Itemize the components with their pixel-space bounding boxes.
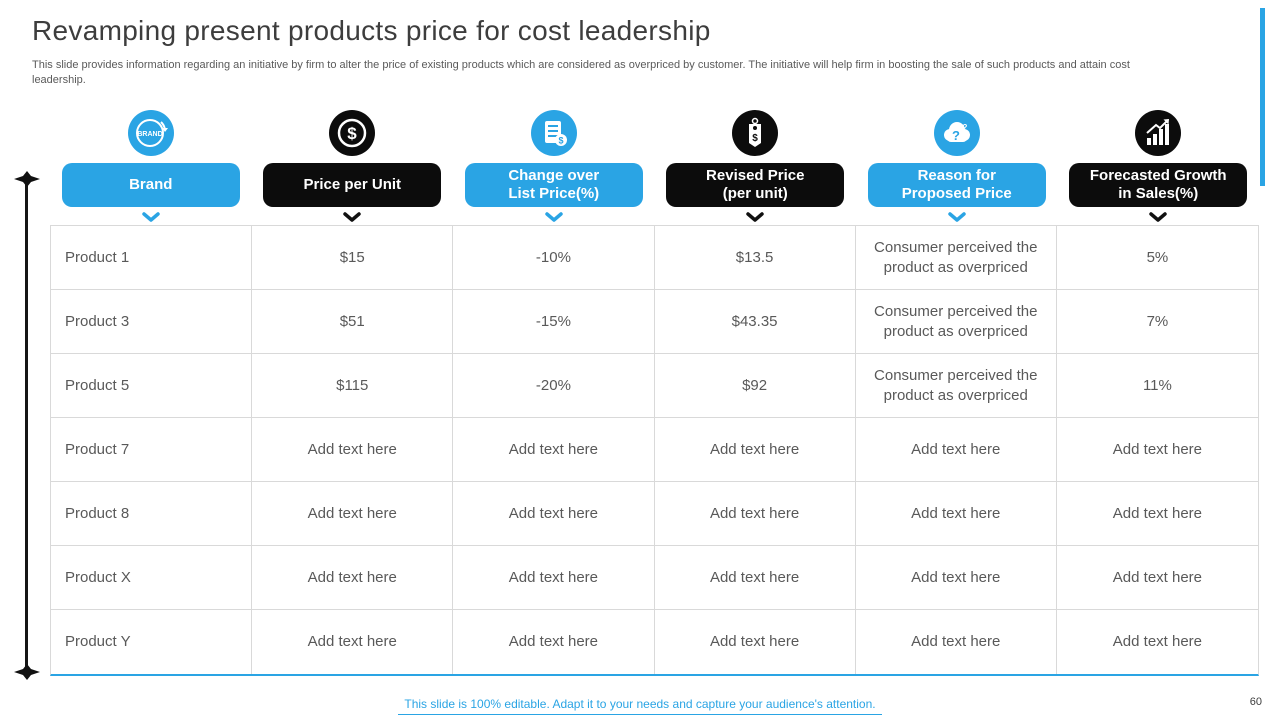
column-pill: Change over List Price(%) (464, 163, 643, 207)
chevron-down-icon (342, 212, 362, 224)
column-label: Price per Unit (303, 176, 402, 194)
svg-text:$: $ (348, 124, 358, 143)
table-cell-placeholder: Add text here (1056, 418, 1258, 482)
axis-diamond-bottom-icon (14, 664, 40, 680)
table-cell: -10% (453, 226, 655, 290)
chevron-down-icon (947, 212, 967, 224)
table-cell: 5% (1056, 226, 1258, 290)
footer-note: This slide is 100% editable. Adapt it to… (398, 697, 882, 715)
growth-chart-icon (1135, 110, 1182, 156)
table-cell-placeholder: Add text here (1112, 633, 1203, 651)
table-cell-placeholder: Add text here (1056, 482, 1258, 546)
table-cell: Consumer perceived the product as overpr… (855, 354, 1057, 418)
column-pill: Forecasted Growth in Sales(%) (1069, 163, 1248, 207)
table-cell-placeholder: Add text here (252, 546, 454, 610)
table-cell: $13.5 (654, 226, 856, 290)
table-cell-placeholder: Add text here (855, 418, 1057, 482)
column-label: Revised Price (per unit) (706, 167, 805, 202)
svg-text:$: $ (558, 136, 563, 146)
svg-text:BRAND: BRAND (137, 131, 162, 138)
column-header-brand: BRAND Brand (50, 110, 252, 224)
slide-subtitle: This slide provides information regardin… (32, 59, 1130, 86)
table-cell-placeholder: Add text here (654, 482, 856, 546)
table-cell-placeholder: Add text here (252, 482, 454, 546)
table-cell-placeholder: Add text here (855, 482, 1057, 546)
svg-text:$: $ (752, 133, 758, 144)
chevron-down-icon (1148, 212, 1168, 224)
table-cell-placeholder: Add text here (453, 546, 655, 610)
column-header-change-over-list-price: $ Change over List Price(%) (453, 110, 655, 224)
table-cell: Consumer perceived the product as overpr… (855, 290, 1057, 354)
svg-text:?: ? (962, 123, 967, 132)
table-cell: $115 (252, 354, 454, 418)
table-cell-placeholder: Add text here (252, 418, 454, 482)
table-cell: -15% (453, 290, 655, 354)
chevron-down-icon (745, 212, 765, 224)
table-cell-brand: Product X (51, 546, 253, 610)
table-cell: 11% (1056, 354, 1258, 418)
table-cell: Consumer perceived the product as overpr… (855, 226, 1057, 290)
column-label: Reason for Proposed Price (901, 167, 1012, 202)
table-cell-placeholder: Add text here (655, 610, 856, 674)
idea-cloud-icon: ? ? (933, 110, 980, 156)
column-label: Forecasted Growth in Sales(%) (1089, 167, 1227, 202)
column-label: Brand (129, 176, 173, 194)
table-cell-placeholder: Add text here (453, 610, 655, 674)
page-number: 60 (1249, 696, 1262, 708)
table-cell: $15 (252, 226, 454, 290)
chevron-down-icon (544, 212, 564, 224)
table-cell: $92 (654, 354, 856, 418)
table-cell-placeholder: Add text here (855, 546, 1057, 610)
receipt-icon: $ (530, 110, 577, 156)
table-cell-brand: Product 1 (51, 226, 253, 290)
table-cell-brand: Product 3 (51, 290, 253, 354)
table-cell-brand: Product Y (51, 610, 253, 674)
axis-diamond-top-icon (14, 171, 40, 187)
table-cell-placeholder: Add text here (252, 610, 454, 674)
table-cell-placeholder: Add text here (453, 482, 655, 546)
column-label: Change over List Price(%) (508, 167, 600, 202)
column-header-forecasted-growth: Forecasted Growth in Sales(%) (1058, 110, 1260, 224)
column-header-price-per-unit: $ Price per Unit (252, 110, 454, 224)
table-cell-placeholder: Add text here (453, 418, 655, 482)
brand-badge-icon: BRAND (127, 110, 174, 156)
pricing-table: Product 1 $15 -10% $13.5 Consumer percei… (50, 225, 1259, 676)
dollar-coin-icon: $ (329, 110, 376, 156)
table-cell-placeholder: Add text here (654, 546, 856, 610)
table-cell-brand: Product 7 (51, 418, 253, 482)
table-cell-placeholder: Add text here (654, 418, 856, 482)
table-cell-placeholder: Add text here (856, 610, 1057, 674)
table-cell: 7% (1056, 290, 1258, 354)
price-tag-icon: $ (732, 110, 779, 156)
slide-footer: This slide is 100% editable. Adapt it to… (0, 695, 1280, 715)
left-axis-line (25, 179, 28, 671)
column-header-revised-price: $ Revised Price (per unit) (655, 110, 857, 224)
table-cell: $43.35 (654, 290, 856, 354)
page-title: Revamping present products price for cos… (32, 15, 711, 46)
column-pill: Brand (61, 163, 240, 207)
svg-text:?: ? (952, 128, 960, 143)
table-header-row: BRAND Brand $ Price per Unit (50, 110, 1259, 224)
column-pill: Revised Price (per unit) (666, 163, 845, 207)
column-header-reason: ? ? Reason for Proposed Price (856, 110, 1058, 224)
right-accent-bar (1260, 8, 1265, 186)
table-cell: $51 (252, 290, 454, 354)
table-cell-placeholder: Add text here (1056, 546, 1258, 610)
table-cell-brand: Product 8 (51, 482, 253, 546)
table-cell-brand: Product 5 (51, 354, 253, 418)
column-pill: Reason for Proposed Price (867, 163, 1046, 207)
column-pill: Price per Unit (263, 163, 442, 207)
table-cell: -20% (453, 354, 655, 418)
chevron-down-icon (141, 212, 161, 224)
